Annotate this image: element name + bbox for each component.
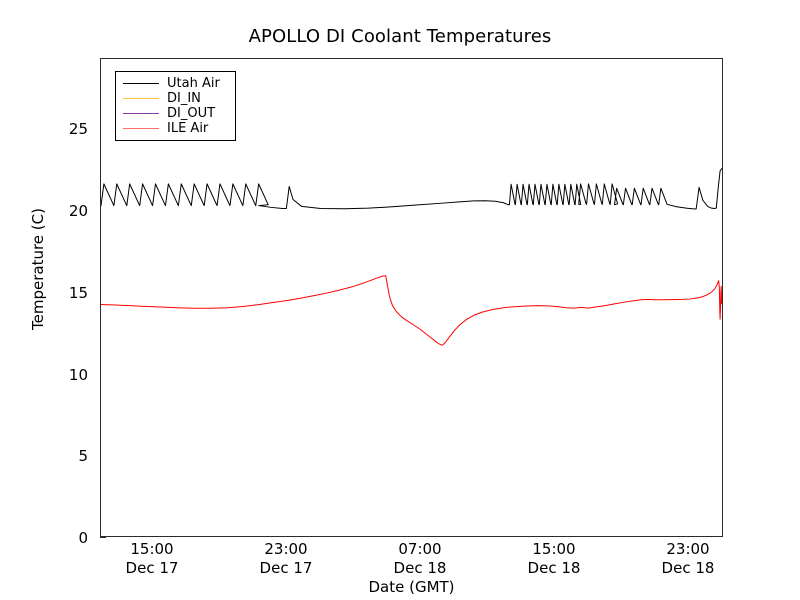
legend-swatch-di-out: [123, 113, 159, 114]
x-tick-label-4-time: 23:00: [666, 540, 710, 558]
y-tick-mark-0: [100, 537, 106, 538]
x-tick-label-0: 15:00 Dec 17: [92, 540, 212, 578]
x-tick-label-4-date: Dec 18: [661, 559, 715, 577]
series-line-utah-air: [101, 167, 722, 210]
x-tick-label-2-time: 07:00: [398, 540, 442, 558]
legend-label-di-out: DI_OUT: [167, 106, 216, 121]
legend-item-di-out: DI_OUT: [121, 106, 230, 121]
x-tick-label-2: 07:00 Dec 18: [360, 540, 480, 578]
chart-title: APOLLO DI Coolant Temperatures: [248, 26, 552, 47]
x-tick-label-3: 15:00 Dec 18: [494, 540, 614, 578]
legend-label-di-in: DI_IN: [167, 91, 201, 106]
x-tick-label-1-date: Dec 17: [259, 559, 313, 577]
y-tick-label-15: 15: [68, 284, 88, 302]
y-tick-label-25: 25: [68, 120, 88, 138]
x-tick-label-1: 23:00 Dec 17: [226, 540, 346, 578]
y-tick-label-20: 20: [68, 202, 88, 220]
y-tick-label-5: 5: [78, 447, 88, 465]
data-traces: [101, 167, 722, 346]
x-tick-label-0-time: 15:00: [130, 540, 174, 558]
legend-swatch-di-in: [123, 98, 159, 99]
series-line-ile-air: [101, 275, 722, 346]
legend-swatch-utah-air: [123, 83, 159, 84]
x-tick-label-2-date: Dec 18: [393, 559, 447, 577]
y-tick-label-10: 10: [68, 366, 88, 384]
legend-item-utah-air: Utah Air: [121, 76, 230, 91]
x-tick-label-4: 23:00 Dec 18: [628, 540, 748, 578]
legend-label-ile-air: ILE Air: [167, 121, 209, 136]
y-tick-label-0: 0: [78, 529, 88, 547]
x-tick-label-1-time: 23:00: [264, 540, 308, 558]
x-tick-label-0-date: Dec 17: [125, 559, 179, 577]
x-axis-label: Date (GMT): [368, 578, 455, 596]
x-tick-label-3-date: Dec 18: [527, 559, 581, 577]
legend: Utah Air DI_IN DI_OUT ILE Air: [115, 71, 236, 141]
legend-item-di-in: DI_IN: [121, 91, 230, 106]
legend-label-utah-air: Utah Air: [167, 76, 220, 91]
x-tick-label-3-time: 15:00: [532, 540, 576, 558]
y-axis-label: Temperature (C): [29, 208, 47, 330]
legend-swatch-ile-air: [123, 128, 159, 129]
legend-item-ile-air: ILE Air: [121, 121, 230, 136]
